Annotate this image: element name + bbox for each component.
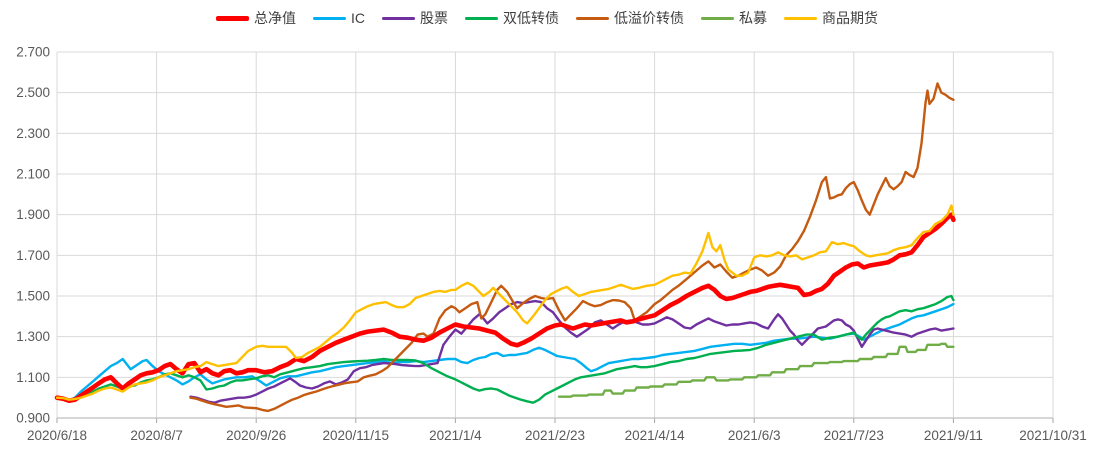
legend-label: 股票 <box>420 10 448 26</box>
legend-item-股票[interactable]: 股票 <box>382 8 448 28</box>
legend-item-低溢价转债[interactable]: 低溢价转债 <box>576 8 684 28</box>
chart-legend: 总净值 IC 股票 双低转债 低溢价转债 私募 商品期货 <box>0 8 1094 28</box>
x-axis-tick-label: 2020/6/18 <box>27 428 87 443</box>
series-line-低溢价转债 <box>189 82 955 413</box>
x-axis-tick-label: 2021/9/11 <box>924 428 983 443</box>
x-axis-tick-label: 2021/2/23 <box>525 428 585 443</box>
y-axis-tick-label: 0.900 <box>16 411 50 426</box>
series-line-商品期货 <box>55 204 955 401</box>
legend-label: 总净值 <box>254 10 296 26</box>
series-line-总净值 <box>54 212 956 404</box>
x-axis-tick-label: 2021/7/23 <box>824 428 884 443</box>
y-axis-tick-label: 1.100 <box>16 370 50 385</box>
legend-line-swatch <box>701 16 734 20</box>
x-axis-tick-label: 2021/10/31 <box>1019 428 1087 443</box>
legend-item-商品期货[interactable]: 商品期货 <box>784 8 878 28</box>
legend-label: IC <box>351 10 365 26</box>
y-axis-tick-label: 1.300 <box>16 329 50 344</box>
series-line-双低转债 <box>55 294 955 404</box>
legend-line-swatch <box>382 16 415 20</box>
legend-item-总净值[interactable]: 总净值 <box>216 8 296 28</box>
legend-line-swatch <box>313 16 346 20</box>
x-axis-tick-label: 2021/1/4 <box>429 428 482 443</box>
legend-line-swatch <box>576 16 609 20</box>
y-axis-tick-label: 2.300 <box>16 126 50 141</box>
legend-line-swatch <box>784 16 817 20</box>
x-axis-tick-label: 2020/8/7 <box>130 428 183 443</box>
x-axis-tick-label: 2020/9/26 <box>226 428 286 443</box>
legend-item-私募[interactable]: 私募 <box>701 8 767 28</box>
legend-label: 双低转债 <box>503 10 559 26</box>
legend-label: 私募 <box>739 10 767 26</box>
y-axis-tick-label: 2.500 <box>16 85 50 100</box>
legend-label: 商品期货 <box>822 10 878 26</box>
y-axis-tick-label: 2.100 <box>16 167 50 182</box>
legend-label: 低溢价转债 <box>614 10 684 26</box>
legend-item-IC[interactable]: IC <box>313 10 365 26</box>
legend-item-双低转债[interactable]: 双低转债 <box>465 8 559 28</box>
y-axis-tick-label: 1.700 <box>16 248 50 263</box>
series-line-私募 <box>557 342 955 398</box>
y-axis-tick-label: 1.500 <box>16 289 50 304</box>
y-axis-tick-label: 2.700 <box>16 45 50 60</box>
x-axis-tick-label: 2021/6/3 <box>728 428 781 443</box>
legend-line-swatch <box>216 15 249 21</box>
legend-line-swatch <box>465 16 498 20</box>
y-axis-tick-label: 1.900 <box>16 207 50 222</box>
series-line-IC <box>55 302 955 402</box>
x-axis-tick-label: 2021/4/14 <box>625 428 686 443</box>
series-line-股票 <box>189 299 955 404</box>
x-axis-tick-label: 2020/11/15 <box>323 428 390 443</box>
